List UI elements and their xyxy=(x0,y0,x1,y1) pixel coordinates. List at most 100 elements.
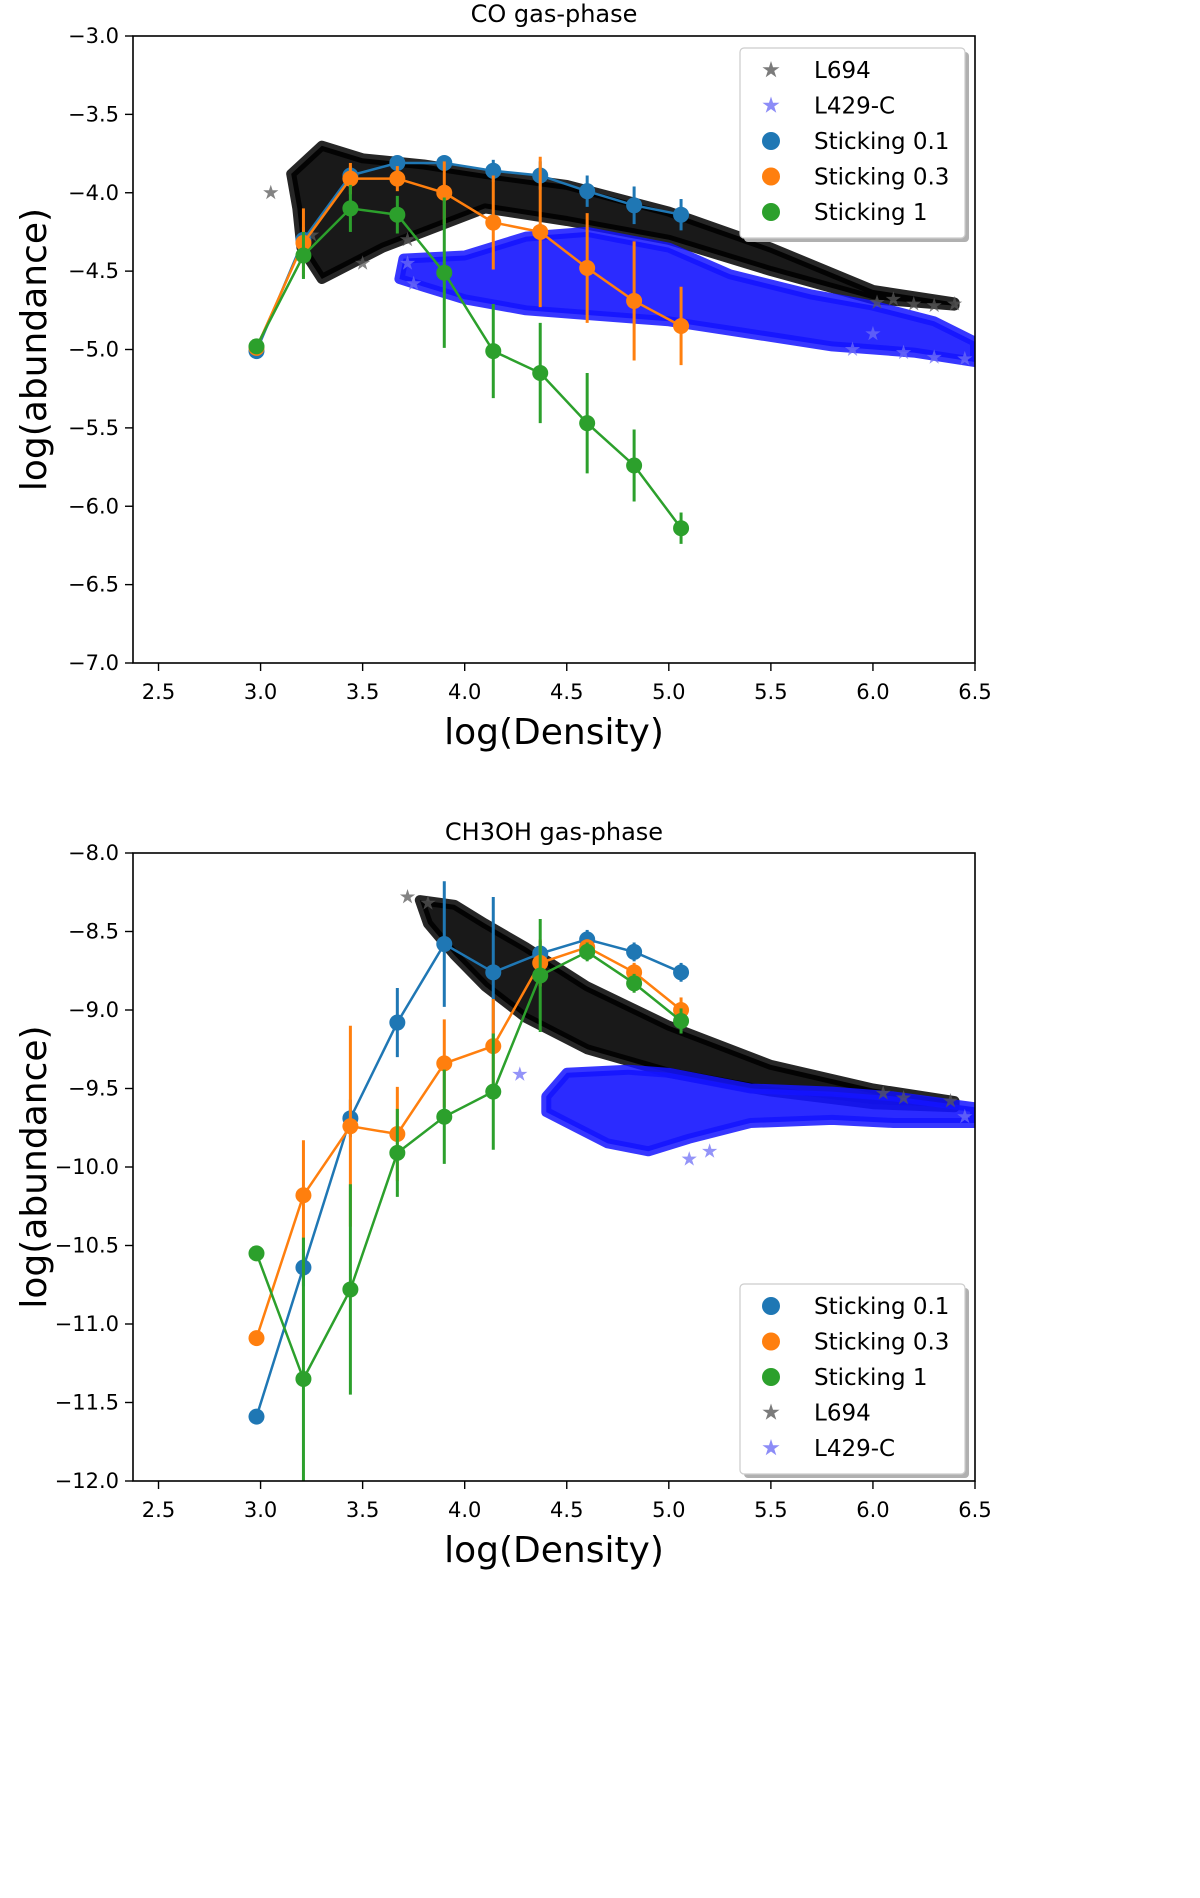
point-sticking-0-1 xyxy=(673,206,690,223)
legend: L694 L429-C Sticking 0.1 Sticking 0.3 Sticki… xyxy=(739,47,969,242)
y-tick-label: −5.5 xyxy=(68,416,119,440)
chart-title: CH3OH gas-phase xyxy=(445,818,663,846)
x-tick-label: 3.5 xyxy=(346,1498,379,1522)
point-sticking-1 xyxy=(295,1370,312,1387)
y-tick-label: −3.5 xyxy=(68,102,119,126)
star-point-l429-c xyxy=(512,1066,528,1081)
point-sticking-1 xyxy=(295,247,312,264)
cloud-l694 xyxy=(286,140,960,311)
x-tick-label: 4.0 xyxy=(448,1498,481,1522)
point-sticking-1 xyxy=(342,200,359,217)
y-tick-label: −4.5 xyxy=(68,259,119,283)
ch3oh-chart: CH3OH gas-phase 2.5 3.0 3.5 4.0 4.5 5.0 5.5 6.0 6… xyxy=(14,818,992,1571)
x-tick-label: 6.0 xyxy=(856,680,889,704)
point-sticking-0-1 xyxy=(389,1014,406,1031)
point-sticking-1 xyxy=(485,1083,502,1100)
point-sticking-0-1 xyxy=(626,943,643,960)
star-point-l429-c xyxy=(702,1143,718,1158)
x-tick-label: 4.5 xyxy=(550,680,583,704)
y-tick-label: −8.0 xyxy=(68,841,119,865)
point-sticking-1 xyxy=(626,457,643,474)
point-sticking-0-1 xyxy=(579,183,596,200)
y-tick-label: −10.0 xyxy=(55,1155,119,1179)
legend-marker-circle xyxy=(762,1368,780,1386)
point-sticking-1 xyxy=(342,1281,359,1298)
legend-label: Sticking 0.1 xyxy=(814,1294,949,1320)
point-sticking-1 xyxy=(436,264,453,281)
legend: Sticking 0.1 Sticking 0.3 Sticking 1 L694 L4… xyxy=(739,1283,969,1478)
y-tick-label: −7.0 xyxy=(68,651,119,675)
chart-title: CO gas-phase xyxy=(471,0,638,28)
star-point-l694 xyxy=(263,184,279,200)
point-sticking-0-3 xyxy=(342,1118,359,1135)
star-point-l429-c xyxy=(681,1151,697,1166)
point-sticking-1 xyxy=(673,520,690,537)
point-sticking-1 xyxy=(579,943,596,960)
point-sticking-0-3 xyxy=(485,214,502,231)
legend-box xyxy=(739,47,966,239)
point-sticking-0-3 xyxy=(579,259,596,276)
point-sticking-1 xyxy=(485,343,502,360)
legend-label: Sticking 0.3 xyxy=(814,1330,949,1356)
point-sticking-0-1 xyxy=(673,964,690,981)
point-sticking-1 xyxy=(673,1012,690,1029)
point-sticking-0-3 xyxy=(436,184,453,201)
point-sticking-0-3 xyxy=(342,170,359,187)
legend-label: L429-C xyxy=(814,94,895,120)
x-tick-label: 5.0 xyxy=(652,1498,685,1522)
point-sticking-1 xyxy=(436,1108,453,1125)
point-sticking-0-3 xyxy=(626,292,643,309)
x-tick-label: 6.5 xyxy=(958,1498,991,1522)
x-tick-label: 2.5 xyxy=(142,680,175,704)
y-tick-label: −10.5 xyxy=(55,1234,119,1258)
x-tick-label: 3.5 xyxy=(346,680,379,704)
plot-area xyxy=(248,881,975,1481)
x-tick-label: 5.5 xyxy=(754,1498,787,1522)
point-sticking-0-1 xyxy=(248,1408,265,1425)
x-tick-label: 3.0 xyxy=(244,680,277,704)
point-sticking-1 xyxy=(532,365,549,382)
point-sticking-0-1 xyxy=(389,154,406,171)
point-sticking-0-1 xyxy=(485,162,502,179)
point-sticking-0-1 xyxy=(436,936,453,953)
line-sticking-1 xyxy=(255,950,682,1383)
y-tick-label: −12.0 xyxy=(55,1469,119,1493)
x-axis-label: log(Density) xyxy=(444,712,664,753)
legend-marker-circle xyxy=(762,167,780,186)
legend-marker-circle xyxy=(762,132,780,150)
line-sticking-0-1 xyxy=(255,938,682,1417)
point-sticking-1 xyxy=(389,206,406,223)
point-sticking-0-3 xyxy=(248,1330,265,1347)
line-sticking-0-1 xyxy=(255,161,682,352)
y-axis-label: log(abundance) xyxy=(14,1025,55,1308)
line-sticking-1 xyxy=(255,207,683,529)
point-sticking-1 xyxy=(626,975,643,992)
point-sticking-0-1 xyxy=(626,197,643,214)
point-sticking-1 xyxy=(248,338,265,355)
cloud-l429-c xyxy=(394,226,975,367)
x-axis-label: log(Density) xyxy=(444,1530,664,1571)
point-sticking-0-1 xyxy=(485,964,502,981)
point-sticking-0-3 xyxy=(389,170,406,187)
x-tick-label: 4.0 xyxy=(448,680,481,704)
point-sticking-1 xyxy=(389,1144,406,1161)
y-tick-label: −11.0 xyxy=(55,1312,119,1336)
line-sticking-0-3 xyxy=(255,177,682,349)
point-sticking-0-3 xyxy=(532,223,549,240)
line-sticking-0-3 xyxy=(255,945,682,1339)
legend-label: Sticking 0.3 xyxy=(814,165,949,191)
x-tick-label: 6.0 xyxy=(856,1498,889,1522)
point-sticking-0-3 xyxy=(673,317,690,334)
x-tick-label: 4.5 xyxy=(550,1498,583,1522)
y-tick-label: −6.0 xyxy=(68,494,119,518)
y-tick-label: −3.0 xyxy=(68,24,119,48)
point-sticking-0-3 xyxy=(436,1055,453,1072)
legend-marker-circle xyxy=(762,1332,780,1351)
legend-marker-circle xyxy=(762,203,780,221)
point-sticking-1 xyxy=(532,967,549,984)
star-point-l694 xyxy=(399,888,416,904)
y-tick-label: −6.5 xyxy=(68,573,119,597)
y-tick-label: −8.5 xyxy=(68,920,119,944)
y-axis-label: log(abundance) xyxy=(14,208,55,491)
